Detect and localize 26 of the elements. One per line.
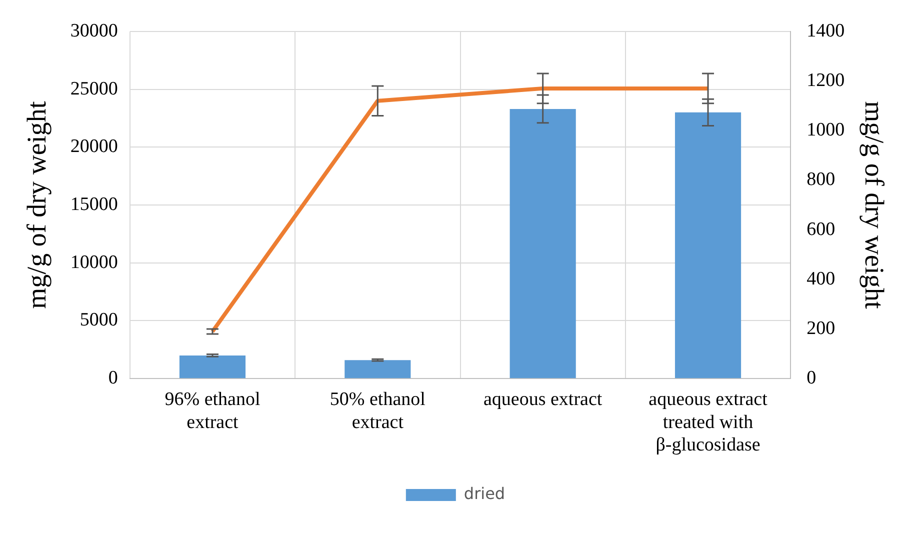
x-tick-label: aqueous extract treated with β-glucosidase (648, 388, 768, 456)
x-tick-label: 50% ethanol extract (330, 388, 426, 433)
y-tick-label: 5000 (80, 310, 118, 331)
y-tick-label: 30000 (70, 20, 118, 42)
x-tick-label: 96% ethanol extract (164, 388, 260, 433)
y-tick-label: 20000 (70, 136, 118, 158)
bar (674, 112, 742, 378)
bar (344, 360, 411, 378)
bar (179, 355, 246, 378)
y-axis-title: mg/g of dry weight (21, 100, 52, 309)
legend-label: dried (464, 484, 506, 504)
bar (510, 108, 576, 378)
y-tick-label: 0 (108, 368, 118, 389)
y2-tick-label: 800 (806, 169, 836, 190)
y2-tick-label: 1000 (806, 120, 845, 141)
y2-axis-title: mg/g of dry weight (860, 101, 890, 310)
y2-tick-label: 200 (806, 318, 836, 339)
y2-tick-label: 1400 (806, 20, 845, 42)
y-tick-label: 15000 (70, 194, 118, 215)
y2-tick-label: 1200 (806, 70, 845, 91)
y2-tick-label: 400 (806, 268, 836, 290)
y2-tick-label: 600 (806, 218, 836, 240)
y-tick-label: 10000 (70, 252, 118, 273)
y-tick-label: 25000 (70, 78, 118, 100)
y2-tick-label: 0 (806, 368, 816, 389)
x-tick-label: aqueous extract (483, 388, 603, 410)
